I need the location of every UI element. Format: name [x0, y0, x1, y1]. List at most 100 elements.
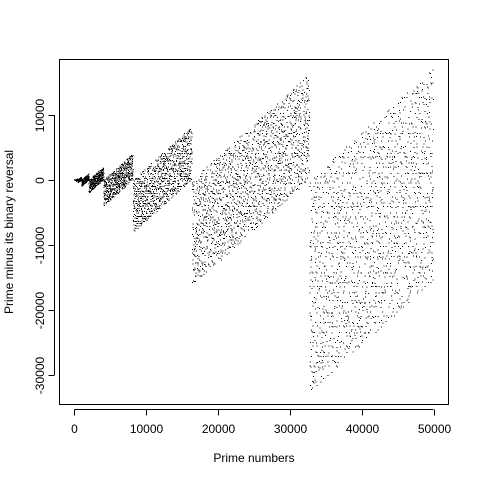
data-point — [107, 196, 109, 198]
data-point — [208, 254, 210, 256]
data-point — [268, 139, 270, 141]
data-point — [273, 123, 275, 124]
data-point — [393, 235, 395, 237]
data-point — [393, 242, 395, 244]
data-point — [416, 116, 418, 118]
data-point — [346, 315, 348, 317]
data-point — [255, 157, 257, 159]
data-point — [201, 241, 203, 243]
data-point — [101, 171, 103, 173]
data-point — [151, 186, 153, 188]
data-point — [375, 232, 377, 234]
data-point — [117, 186, 119, 188]
data-point — [416, 86, 418, 88]
data-point — [349, 292, 351, 294]
data-point — [395, 222, 397, 224]
data-point — [305, 123, 307, 124]
data-point — [354, 346, 356, 348]
data-point — [294, 111, 296, 113]
data-point — [252, 144, 254, 145]
data-point — [138, 185, 140, 187]
data-point — [391, 140, 393, 142]
data-point — [171, 153, 172, 154]
data-point — [297, 91, 299, 93]
data-point — [173, 145, 175, 147]
data-point — [205, 188, 207, 190]
data-point — [157, 165, 159, 167]
data-point — [126, 173, 128, 174]
data-point — [207, 252, 209, 254]
data-point — [194, 249, 196, 251]
data-point — [414, 201, 416, 203]
data-point — [266, 141, 268, 142]
data-point — [400, 132, 402, 134]
data-point — [226, 226, 227, 227]
data-point — [143, 194, 145, 196]
data-point — [101, 176, 103, 178]
data-point — [397, 153, 399, 154]
data-point — [258, 174, 260, 176]
data-point — [95, 176, 97, 178]
data-point — [245, 133, 247, 135]
data-point — [225, 232, 226, 234]
data-point — [350, 206, 352, 208]
data-point — [385, 158, 387, 160]
data-point — [421, 127, 422, 129]
data-point — [312, 332, 314, 334]
data-point — [402, 130, 404, 132]
data-point — [311, 198, 313, 200]
data-point — [156, 161, 158, 163]
data-point — [349, 192, 351, 194]
data-point — [344, 218, 346, 220]
data-point — [331, 312, 333, 314]
data-point — [206, 200, 208, 202]
data-point — [214, 223, 216, 225]
data-point — [224, 249, 226, 251]
data-point — [144, 203, 146, 205]
data-point — [232, 195, 233, 197]
data-point — [332, 246, 334, 248]
data-point — [158, 183, 160, 185]
data-point — [410, 207, 412, 209]
data-point — [417, 109, 419, 111]
data-point — [227, 196, 229, 198]
data-point — [267, 198, 269, 200]
data-point — [161, 154, 163, 156]
data-point — [321, 210, 323, 212]
data-point — [282, 161, 284, 163]
data-point — [271, 129, 273, 131]
data-point — [422, 226, 424, 228]
data-point — [365, 325, 367, 327]
data-point — [315, 262, 317, 263]
data-point — [337, 292, 339, 293]
data-point — [176, 153, 178, 154]
data-point — [140, 173, 142, 175]
data-point — [324, 182, 326, 184]
data-point — [114, 184, 116, 186]
data-point — [120, 166, 122, 168]
data-point — [179, 141, 181, 143]
data-point — [148, 168, 150, 170]
data-point — [201, 264, 203, 266]
data-point — [263, 125, 265, 127]
data-point — [216, 231, 218, 233]
data-point — [332, 282, 333, 284]
data-point — [352, 159, 354, 160]
data-point — [252, 212, 254, 214]
data-point — [177, 141, 179, 143]
data-point — [365, 332, 367, 334]
data-point — [274, 174, 275, 176]
data-point — [327, 321, 329, 323]
data-point — [267, 111, 268, 113]
data-point — [390, 282, 392, 284]
data-point — [247, 212, 249, 214]
data-point — [404, 153, 406, 154]
data-point — [164, 165, 166, 167]
data-point — [363, 218, 364, 220]
data-point — [221, 199, 223, 201]
data-point — [374, 322, 376, 324]
data-point — [237, 156, 238, 158]
data-point — [344, 149, 346, 151]
data-point — [144, 205, 146, 207]
data-point — [183, 145, 185, 147]
